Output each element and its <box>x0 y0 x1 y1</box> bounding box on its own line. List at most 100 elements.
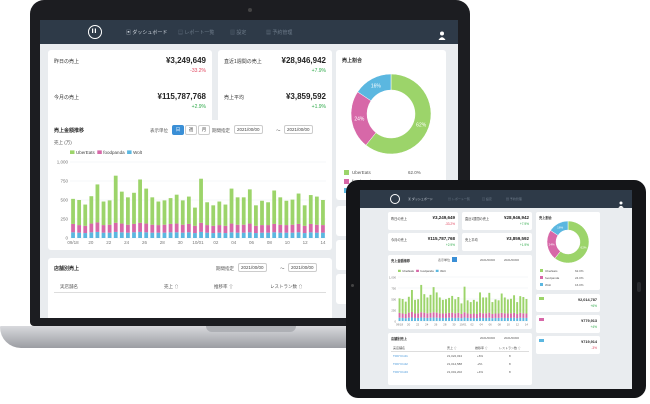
nav-item-dashboard[interactable]: ▣ ダッシュボード <box>408 197 433 201</box>
bar-segment[interactable] <box>417 313 420 318</box>
bar-segment[interactable] <box>398 317 401 321</box>
bar-segment[interactable] <box>278 197 283 225</box>
bar-segment[interactable] <box>472 299 475 314</box>
bar-segment[interactable] <box>180 232 185 238</box>
bar-segment[interactable] <box>414 299 416 314</box>
bar-segment[interactable] <box>199 231 203 238</box>
bar-segment[interactable] <box>491 313 494 319</box>
bar-segment[interactable] <box>113 175 118 223</box>
bar-segment[interactable] <box>469 302 472 314</box>
unit-month-button[interactable]: 月 <box>198 125 210 135</box>
bar-segment[interactable] <box>448 317 451 321</box>
bar-segment[interactable] <box>438 317 441 321</box>
bar-segment[interactable] <box>211 225 216 234</box>
bar-segment[interactable] <box>71 198 75 224</box>
bar-segment[interactable] <box>162 232 167 238</box>
bar-segment[interactable] <box>321 232 325 238</box>
bar-segment[interactable] <box>472 313 475 318</box>
bar-segment[interactable] <box>156 225 161 233</box>
unit-day-button[interactable]: 日 <box>172 125 184 135</box>
date-to-input[interactable]: 2021/00/00 <box>288 263 317 272</box>
bar-segment[interactable] <box>119 191 124 224</box>
bar-segment[interactable] <box>410 311 413 318</box>
nav-item-settings[interactable]: ▥ 設定 <box>482 197 492 201</box>
unit-day-button[interactable] <box>452 257 457 262</box>
bar-segment[interactable] <box>247 189 252 224</box>
bar-segment[interactable] <box>186 196 191 224</box>
column-header[interactable]: レストラン数 ⇧ <box>499 346 521 350</box>
bar-segment[interactable] <box>420 317 423 321</box>
bar-segment[interactable] <box>254 233 258 238</box>
bar-segment[interactable] <box>516 302 519 314</box>
bar-segment[interactable] <box>475 313 478 319</box>
bar-segment[interactable] <box>429 312 432 318</box>
bar-segment[interactable] <box>438 297 441 314</box>
nav-item-dashboard[interactable]: ▣ ダッシュボード <box>126 29 167 36</box>
app-logo[interactable] <box>88 25 102 39</box>
bar-segment[interactable] <box>404 313 407 319</box>
bar-segment[interactable] <box>193 225 197 234</box>
bar-segment[interactable] <box>308 232 313 238</box>
bar-segment[interactable] <box>429 294 432 313</box>
bar-segment[interactable] <box>77 225 82 233</box>
bar-segment[interactable] <box>445 313 447 318</box>
bar-segment[interactable] <box>414 313 416 318</box>
bar-segment[interactable] <box>482 297 485 314</box>
bar-segment[interactable] <box>278 232 283 238</box>
bar-segment[interactable] <box>290 224 295 233</box>
bar-segment[interactable] <box>426 313 429 318</box>
bar-segment[interactable] <box>296 232 301 238</box>
bar-segment[interactable] <box>457 297 460 313</box>
bar-segment[interactable] <box>302 225 307 234</box>
bar-segment[interactable] <box>174 232 179 238</box>
bar-segment[interactable] <box>479 292 481 313</box>
bar-segment[interactable] <box>205 232 210 238</box>
bar-segment[interactable] <box>150 224 155 233</box>
bar-segment[interactable] <box>441 313 444 318</box>
bar-segment[interactable] <box>432 312 435 318</box>
legend-label[interactable]: foodpanda <box>420 269 434 273</box>
bar-segment[interactable] <box>513 312 516 318</box>
bar-segment[interactable] <box>438 313 441 318</box>
bar-segment[interactable] <box>448 312 451 318</box>
bar-segment[interactable] <box>414 317 416 321</box>
bar-segment[interactable] <box>457 317 460 321</box>
bar-segment[interactable] <box>83 225 88 234</box>
bar-segment[interactable] <box>321 225 325 233</box>
bar-segment[interactable] <box>454 313 457 318</box>
bar-segment[interactable] <box>278 224 283 233</box>
bar-segment[interactable] <box>460 318 463 321</box>
bar-segment[interactable] <box>314 232 319 238</box>
bar-segment[interactable] <box>460 313 463 319</box>
column-header[interactable]: 実店舗名 <box>60 284 78 289</box>
bar-segment[interactable] <box>260 232 264 238</box>
bar-segment[interactable] <box>223 204 228 226</box>
bar-segment[interactable] <box>491 302 494 314</box>
bar-segment[interactable] <box>522 317 525 321</box>
bar-segment[interactable] <box>296 223 301 233</box>
bar-segment[interactable] <box>101 201 106 226</box>
bar-segment[interactable] <box>314 224 319 233</box>
bar-segment[interactable] <box>272 223 277 233</box>
bar-segment[interactable] <box>156 232 161 238</box>
bar-segment[interactable] <box>516 318 519 321</box>
date-from-input[interactable]: 2021/00/00 <box>480 258 496 262</box>
nav-item-reports[interactable]: ▤ レポート一覧 <box>448 197 470 201</box>
bar-segment[interactable] <box>101 232 106 238</box>
bar-segment[interactable] <box>510 298 512 314</box>
bar-segment[interactable] <box>420 312 423 318</box>
bar-segment[interactable] <box>241 224 246 233</box>
bar-segment[interactable] <box>95 184 100 223</box>
bar-segment[interactable] <box>217 232 222 238</box>
legend-label[interactable]: Wolt <box>133 150 143 155</box>
bar-segment[interactable] <box>95 231 100 238</box>
column-header[interactable]: レストラン数 ⇧ <box>270 284 303 289</box>
bar-segment[interactable] <box>162 200 167 225</box>
bar-segment[interactable] <box>519 317 522 321</box>
bar-segment[interactable] <box>398 298 401 313</box>
bar-segment[interactable] <box>199 178 203 223</box>
bar-segment[interactable] <box>186 232 191 238</box>
nav-item-reservations[interactable]: ▦ 予約管理 <box>266 29 292 36</box>
bar-segment[interactable] <box>491 318 494 321</box>
bar-segment[interactable] <box>485 317 488 321</box>
